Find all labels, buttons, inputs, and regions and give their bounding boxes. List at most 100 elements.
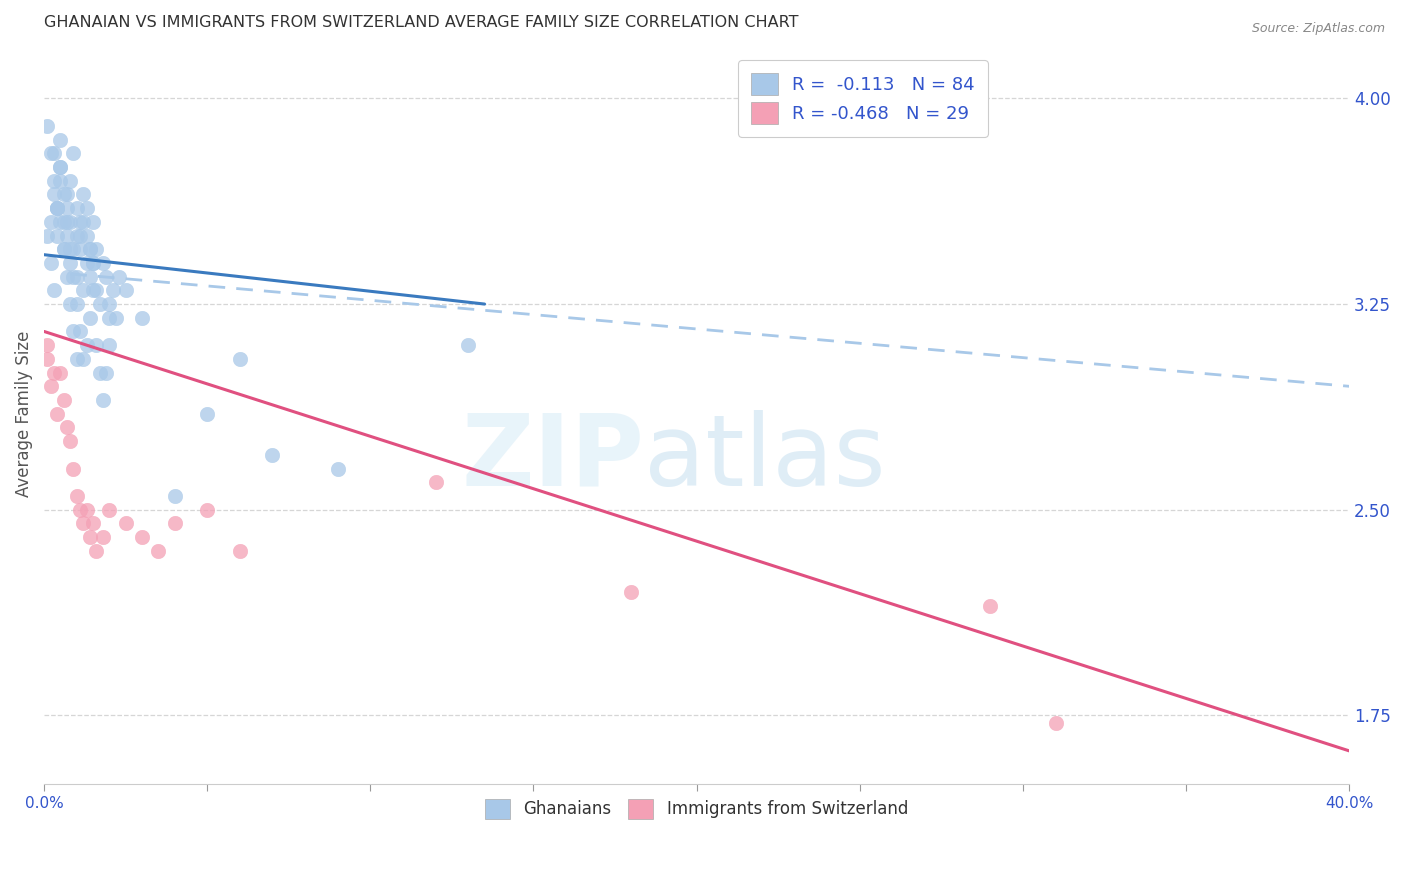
Point: [98, 502, 121, 516]
Point: [56, 215, 79, 229]
Point: [82, 516, 104, 531]
Point: [229, 351, 252, 366]
Point: [37, 338, 59, 352]
Point: [66, 201, 89, 215]
Point: [49, 133, 72, 147]
Point: [66, 228, 89, 243]
Point: [72, 187, 94, 202]
Point: [42, 174, 65, 188]
Point: [195, 502, 218, 516]
Point: [59, 256, 82, 270]
Text: atlas: atlas: [644, 409, 886, 507]
Point: [79, 242, 101, 256]
Point: [72, 284, 94, 298]
Point: [52, 392, 75, 407]
Point: [72, 351, 94, 366]
Point: [98, 310, 121, 325]
Point: [52, 215, 75, 229]
Point: [56, 228, 79, 243]
Point: [62, 146, 84, 161]
Point: [79, 269, 101, 284]
Point: [163, 489, 186, 503]
Point: [104, 310, 127, 325]
Point: [46, 201, 69, 215]
Point: [56, 201, 79, 215]
Point: [86, 338, 108, 352]
Point: [262, 448, 284, 462]
Point: [52, 242, 75, 256]
Point: [114, 516, 136, 531]
Point: [131, 310, 153, 325]
Point: [59, 242, 82, 256]
Text: GHANAIAN VS IMMIGRANTS FROM SWITZERLAND AVERAGE FAMILY SIZE CORRELATION CHART: GHANAIAN VS IMMIGRANTS FROM SWITZERLAND …: [44, 15, 799, 30]
Point: [79, 242, 101, 256]
Point: [62, 461, 84, 475]
Point: [49, 366, 72, 380]
Point: [82, 215, 104, 229]
Point: [56, 420, 79, 434]
Point: [59, 297, 82, 311]
Point: [91, 256, 114, 270]
Point: [62, 269, 84, 284]
Point: [39, 146, 62, 161]
Point: [37, 119, 59, 133]
Point: [46, 201, 69, 215]
Legend: Ghanaians, Immigrants from Switzerland: Ghanaians, Immigrants from Switzerland: [477, 790, 917, 827]
Point: [56, 269, 79, 284]
Point: [59, 215, 82, 229]
Point: [148, 543, 170, 558]
Point: [66, 297, 89, 311]
Point: [89, 366, 111, 380]
Point: [94, 366, 117, 380]
Point: [82, 284, 104, 298]
Point: [46, 201, 69, 215]
Point: [98, 297, 121, 311]
Point: [326, 461, 349, 475]
Point: [114, 284, 136, 298]
Y-axis label: Average Family Size: Average Family Size: [15, 331, 32, 497]
Point: [42, 187, 65, 202]
Point: [69, 502, 91, 516]
Point: [620, 585, 643, 599]
Point: [94, 269, 117, 284]
Point: [91, 530, 114, 544]
Point: [76, 256, 98, 270]
Point: [163, 516, 186, 531]
Point: [59, 434, 82, 449]
Point: [82, 256, 104, 270]
Point: [69, 228, 91, 243]
Text: Source: ZipAtlas.com: Source: ZipAtlas.com: [1251, 22, 1385, 36]
Point: [86, 242, 108, 256]
Point: [69, 242, 91, 256]
Point: [39, 256, 62, 270]
Point: [91, 392, 114, 407]
Point: [39, 215, 62, 229]
Point: [42, 146, 65, 161]
Point: [49, 215, 72, 229]
Point: [46, 407, 69, 421]
Point: [52, 242, 75, 256]
Point: [229, 543, 252, 558]
Point: [62, 242, 84, 256]
Point: [89, 297, 111, 311]
Point: [56, 187, 79, 202]
Point: [1045, 716, 1067, 731]
Point: [82, 256, 104, 270]
Text: ZIP: ZIP: [461, 409, 644, 507]
Point: [76, 228, 98, 243]
Point: [979, 599, 1001, 613]
Point: [108, 269, 131, 284]
Point: [76, 502, 98, 516]
Point: [76, 338, 98, 352]
Point: [195, 407, 218, 421]
Point: [37, 228, 59, 243]
Point: [52, 187, 75, 202]
Point: [72, 516, 94, 531]
Point: [69, 325, 91, 339]
Point: [86, 284, 108, 298]
Point: [79, 310, 101, 325]
Point: [76, 201, 98, 215]
Point: [42, 284, 65, 298]
Point: [69, 215, 91, 229]
Point: [37, 351, 59, 366]
